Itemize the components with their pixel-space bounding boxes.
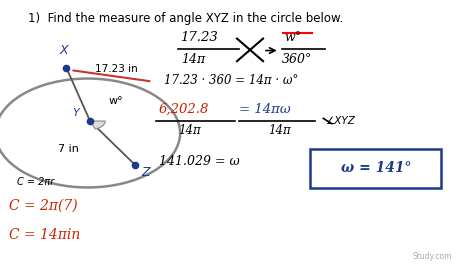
Text: 1)  Find the measure of angle XYZ in the circle below.: 1) Find the measure of angle XYZ in the … (28, 12, 344, 25)
Wedge shape (90, 121, 105, 129)
Text: 6,202.8: 6,202.8 (159, 103, 209, 116)
Text: ∠XYZ: ∠XYZ (325, 116, 355, 126)
Text: 14π: 14π (178, 124, 201, 137)
Text: ω = 141°: ω = 141° (341, 161, 411, 175)
Text: 14π: 14π (182, 52, 206, 65)
Text: = 14πω: = 14πω (239, 103, 291, 116)
Text: 17.23 · 360 = 14π · ω°: 17.23 · 360 = 14π · ω° (164, 74, 298, 87)
Text: Study.com: Study.com (412, 252, 452, 261)
Text: X: X (60, 44, 68, 57)
Text: w°: w° (109, 96, 124, 106)
Text: 14π: 14π (268, 124, 291, 137)
Text: 17.23: 17.23 (180, 31, 218, 44)
Text: 141.029 = ω: 141.029 = ω (159, 155, 239, 168)
Text: C = 2π(7): C = 2π(7) (9, 199, 78, 213)
Text: Y: Y (73, 108, 79, 118)
Text: Z: Z (141, 166, 150, 179)
Text: C = 14πin: C = 14πin (9, 228, 81, 242)
Text: C = 2πr: C = 2πr (17, 177, 54, 187)
Text: 360°: 360° (282, 52, 312, 65)
Text: w°: w° (284, 31, 301, 44)
Text: 7 in: 7 in (58, 144, 79, 154)
FancyBboxPatch shape (310, 149, 441, 188)
Text: 17.23 in: 17.23 in (95, 64, 137, 74)
